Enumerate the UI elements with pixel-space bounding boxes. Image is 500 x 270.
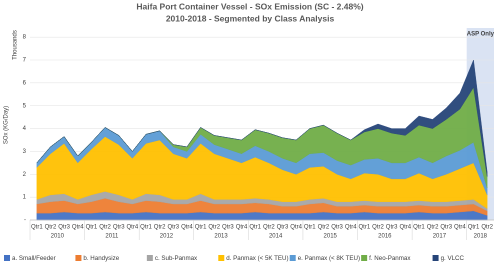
annotation-text: ASP Only xyxy=(467,32,495,38)
x-tick-label: Qtr1 xyxy=(468,225,480,231)
x-tick-label: Qtr2 xyxy=(154,225,166,231)
year-label: 2010 xyxy=(51,234,65,240)
legend-swatch xyxy=(289,255,296,261)
year-label: 2017 xyxy=(433,234,447,240)
x-tick-label: Qtr4 xyxy=(290,225,302,231)
x-tick-label: Qtr2 xyxy=(318,225,330,231)
year-label: 2012 xyxy=(160,234,174,240)
y-unit-label: Thousands xyxy=(13,30,19,60)
x-tick-label: Qtr1 xyxy=(31,225,43,231)
x-tick-label: Qtr3 xyxy=(386,225,398,231)
x-tick-label: Qtr1 xyxy=(86,225,98,231)
year-label: 2018 xyxy=(474,234,488,240)
legend-label: b. Handysize xyxy=(83,255,119,262)
chart-subtitle: 2010-2018 - Segmented by Class Analysis xyxy=(166,13,335,23)
legend-swatch xyxy=(75,255,82,261)
y-tick-label: 1 xyxy=(23,195,27,201)
x-tick-label: Qtr4 xyxy=(454,225,466,231)
legend-swatch xyxy=(361,255,368,261)
y-tick-label: 2 xyxy=(23,172,27,178)
x-tick-label: Qtr3 xyxy=(440,225,452,231)
legend-swatch xyxy=(432,255,439,261)
x-tick-label: Qtr4 xyxy=(399,225,411,231)
x-tick-label: Qtr4 xyxy=(345,225,357,231)
year-label: 2016 xyxy=(378,234,392,240)
x-tick-label: Qtr1 xyxy=(304,225,316,231)
year-label: 2011 xyxy=(105,234,119,240)
x-tick-label: Qtr4 xyxy=(236,225,248,231)
area xyxy=(36,59,488,177)
x-tick-label: Qtr2 xyxy=(372,225,384,231)
year-label: 2014 xyxy=(269,234,283,240)
legend-label: c. Sub-Panmax xyxy=(155,255,198,262)
x-tick-label: Qtr3 xyxy=(58,225,70,231)
x-tick-label: Qtr3 xyxy=(167,225,179,231)
x-tick-label: Qtr1 xyxy=(195,225,207,231)
y-tick-label: 6 xyxy=(23,80,27,86)
x-tick-label: Qtr3 xyxy=(222,225,234,231)
legend-label: d. Panmax (< 5K TEU) xyxy=(226,255,288,262)
legend-label: g. VLCC xyxy=(441,255,465,262)
chart-title: Haifa Port Container Vessel - SOx Emissi… xyxy=(136,1,363,11)
x-tick-label: Qtr4 xyxy=(127,225,139,231)
x-tick-label: Qtr2 xyxy=(208,225,220,231)
x-tick-label: Qtr1 xyxy=(413,225,425,231)
y-tick-label: 5 xyxy=(23,103,27,109)
y-tick-label: 7 xyxy=(23,58,27,64)
legend-swatch xyxy=(146,255,153,261)
x-tick-label: Qtr3 xyxy=(277,225,289,231)
y-axis-label: SOx (KG/Day) xyxy=(4,106,10,144)
x-tick-label: Qtr3 xyxy=(331,225,343,231)
x-tick-label: Qtr2 xyxy=(481,225,493,231)
x-tick-label: Qtr4 xyxy=(72,225,84,231)
x-tick-label: Qtr4 xyxy=(181,225,193,231)
x-tick-label: Qtr3 xyxy=(113,225,125,231)
legend-label: a. Small/Feeder xyxy=(12,255,56,262)
y-tick-label: 8 xyxy=(23,35,27,41)
legend-label: e. Panmax (< 8K TEU) xyxy=(298,255,360,262)
y-tick-label: 3 xyxy=(23,149,27,155)
legend-label: f. Neo-Panmax xyxy=(369,255,411,262)
x-tick-label: Qtr2 xyxy=(263,225,275,231)
y-tick-label: 4 xyxy=(23,126,27,132)
year-label: 2015 xyxy=(324,234,338,240)
x-tick-label: Qtr2 xyxy=(45,225,57,231)
year-label: 2013 xyxy=(214,234,228,240)
x-tick-label: Qtr2 xyxy=(427,225,439,231)
x-tick-label: Qtr1 xyxy=(140,225,152,231)
x-tick-label: Qtr1 xyxy=(249,225,261,231)
x-tick-label: Qtr2 xyxy=(99,225,111,231)
legend-swatch xyxy=(218,255,225,261)
legend-swatch xyxy=(4,255,10,261)
y-tick-label: - xyxy=(24,218,26,224)
x-tick-label: Qtr1 xyxy=(359,225,371,231)
